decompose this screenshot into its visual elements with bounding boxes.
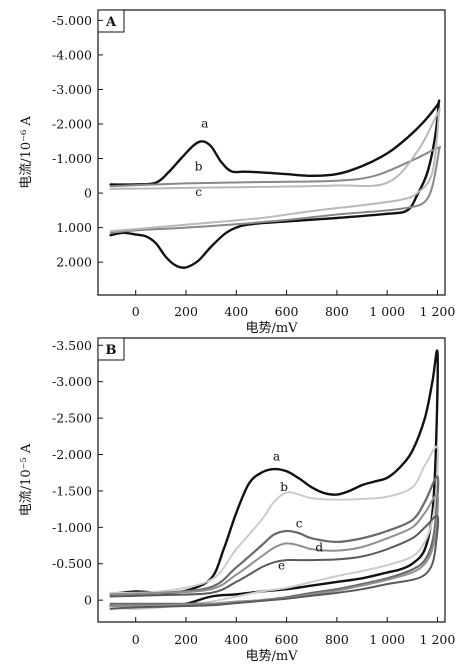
x-tick-label: 0 <box>132 304 140 319</box>
curve-label-c: c <box>195 185 202 199</box>
curve-label-a: a <box>273 449 280 463</box>
panel-label-text: B <box>106 343 117 358</box>
x-tick-label: 1 200 <box>420 304 456 319</box>
series-line-a <box>109 349 439 609</box>
series-group <box>109 99 442 269</box>
y-tick-label: -1.000 <box>52 151 92 166</box>
y-tick-label: -5.000 <box>52 13 92 28</box>
series-line-a <box>109 99 441 269</box>
y-tick-label: 0 <box>84 186 92 201</box>
x-tick-label: 1 000 <box>369 304 405 319</box>
x-tick-label: 1 000 <box>369 632 405 647</box>
x-axis-title: 电势/mV <box>245 320 298 336</box>
panel-label: A <box>97 9 125 33</box>
series-line-e <box>109 515 440 610</box>
series-line-d <box>109 493 440 608</box>
y-tick-label: 0 <box>84 593 92 608</box>
x-tick-label: 800 <box>325 632 349 647</box>
series-line-b <box>109 145 442 234</box>
chart-panel-b: B 0 200 400 600 800 1 000 1 200 -3.500 -3.000 -2.5… <box>19 337 456 664</box>
panel-label-box <box>97 337 125 361</box>
series-line-c <box>109 107 441 233</box>
x-axis-title: 电势/mV <box>245 648 298 664</box>
x-tick-label: 200 <box>174 632 198 647</box>
chart-panel-a: A 0 200 400 600 800 1 000 1 200 -5.000 -4.000 -3.0… <box>19 9 456 336</box>
y-tick-label: -0.500 <box>52 556 92 571</box>
y-tick-label: -4.000 <box>52 47 92 62</box>
curve-label-c: c <box>296 516 303 530</box>
x-tick-label: 800 <box>325 304 349 319</box>
plot-frame <box>97 9 446 296</box>
x-tick-label: 600 <box>275 632 299 647</box>
x-tick-label: 400 <box>224 632 248 647</box>
panel-label-box <box>97 9 125 33</box>
panel-label-text: A <box>105 15 117 30</box>
curve-label-b: b <box>280 480 288 494</box>
x-tick-label: 0 <box>132 632 140 647</box>
x-tick-label: 400 <box>224 304 248 319</box>
x-tick-label: 200 <box>174 304 198 319</box>
y-tick-label: -3.000 <box>52 82 92 97</box>
y-axis-title: 电流/10⁻⁶ A <box>19 116 34 189</box>
y-tick-label: -2.000 <box>52 117 92 132</box>
curve-label-b: b <box>195 160 203 174</box>
plot-frame <box>97 337 446 623</box>
curve-label-e: e <box>278 559 285 573</box>
panel-label: B <box>97 337 125 361</box>
y-axis-title: 电流/10⁻⁵ A <box>19 443 34 516</box>
y-tick-label: 2.000 <box>56 255 92 270</box>
curve-label-d: d <box>315 540 323 554</box>
y-tick-label: -2.500 <box>52 411 92 426</box>
y-tick-label: -1.500 <box>52 483 92 498</box>
curve-label-a: a <box>201 116 208 130</box>
x-tick-label: 600 <box>275 304 299 319</box>
y-tick-label: -2.000 <box>52 447 92 462</box>
x-tick-label: 1 200 <box>420 632 456 647</box>
y-tick-label: -1.000 <box>52 520 92 535</box>
series-group <box>109 349 440 610</box>
y-tick-label: 1.000 <box>56 220 92 235</box>
series-line-b <box>109 445 440 610</box>
y-tick-label: -3.000 <box>52 374 92 389</box>
y-tick-label: -3.500 <box>52 338 92 353</box>
